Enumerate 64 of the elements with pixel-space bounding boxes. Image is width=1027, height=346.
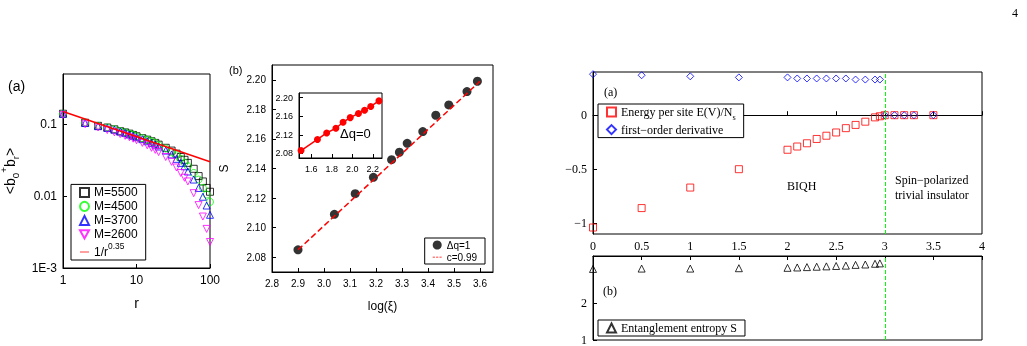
x-tick-label: 100 xyxy=(199,273,221,287)
y-axis-title: S xyxy=(217,164,232,173)
y-tick-label: −1 xyxy=(574,216,587,231)
legend-label: M=3700 xyxy=(94,213,139,228)
y-tick-label: 2.12 xyxy=(246,192,267,204)
legend-label: Entanglement entropy S xyxy=(621,321,737,335)
legend-label: first−order derivative xyxy=(621,122,724,137)
y-tick-label: −0.5 xyxy=(565,162,587,177)
x-axis-title: r xyxy=(134,295,140,312)
x-tick-label: 1 xyxy=(687,239,694,253)
annotation: Spin−polarized trivial insulator xyxy=(895,172,972,203)
legend-label: M=5500 xyxy=(94,185,139,200)
x-tick-label: 0.5 xyxy=(634,239,650,253)
text: (b) xyxy=(229,64,243,77)
x-tick-label: 0 xyxy=(590,239,596,253)
y-tick-label: 2.20 xyxy=(246,74,267,86)
y-tick-label: 2.08 xyxy=(246,251,267,263)
x-tick-label: 3.5 xyxy=(447,277,462,289)
y-tick-label: 2.16 xyxy=(246,133,267,145)
x-tick-label: 3.0 xyxy=(317,277,332,289)
annotation: BIQH xyxy=(787,178,817,193)
x-tick-label: 2.5 xyxy=(828,239,844,253)
x-tick-label: 3.4 xyxy=(421,277,436,289)
legend-label: M=2600 xyxy=(94,227,139,242)
y-tick-label: 2.18 xyxy=(246,103,267,115)
legend-label: Δq=1 xyxy=(446,239,471,251)
annotation: Δq=0 xyxy=(340,125,371,141)
x-tick-label: 2.2 xyxy=(366,163,380,174)
annotation: (b) xyxy=(603,283,617,298)
y-tick-label: 1E-3 xyxy=(31,261,58,275)
legend-label: M=4500 xyxy=(94,199,139,214)
y-tick-label: 0.01 xyxy=(33,189,58,204)
x-tick-label: 2.9 xyxy=(291,277,306,289)
x-tick-label: 3 xyxy=(881,239,888,253)
y-tick-label: 0.1 xyxy=(40,117,58,132)
x-tick-label: 3.1 xyxy=(343,277,358,289)
x-axis-title: log(ξ) xyxy=(367,298,398,313)
x-tick-label: 1.5 xyxy=(731,239,747,253)
y-tick-label: 2.12 xyxy=(275,129,293,140)
y-tick-label: 0 xyxy=(581,108,587,123)
x-tick-label: 2.8 xyxy=(265,277,280,289)
y-tick-label: 2.14 xyxy=(246,163,267,174)
x-tick-label: 3.3 xyxy=(395,277,410,289)
x-tick-label: 3.6 xyxy=(473,277,488,289)
y-tick-label: 2.08 xyxy=(275,148,293,159)
y-tick-label: 2.10 xyxy=(246,222,267,234)
text: (a) xyxy=(8,78,26,95)
x-tick-label: 3.5 xyxy=(925,239,941,253)
x-tick-label: 2.0 xyxy=(346,163,359,174)
y-tick-label: 1 xyxy=(581,333,587,346)
x-tick-label: 3.2 xyxy=(369,277,384,289)
y-axis-title: <b0+br> xyxy=(0,147,22,195)
legend-label: c=0.99 xyxy=(446,251,478,263)
text: 4 xyxy=(1012,5,1018,20)
x-tick-label: 4 xyxy=(979,239,985,253)
x-tick-label: 2 xyxy=(784,239,791,253)
y-tick-label: 2.20 xyxy=(275,92,293,103)
x-tick-label: 1.8 xyxy=(325,163,339,174)
y-tick-label: 2.16 xyxy=(275,111,293,122)
y-tick-label: 2 xyxy=(581,296,587,310)
x-tick-label: 1.6 xyxy=(305,163,318,174)
x-tick-label: 1 xyxy=(59,273,67,287)
x-tick-label: 10 xyxy=(129,273,144,287)
annotation: (a) xyxy=(604,84,618,99)
